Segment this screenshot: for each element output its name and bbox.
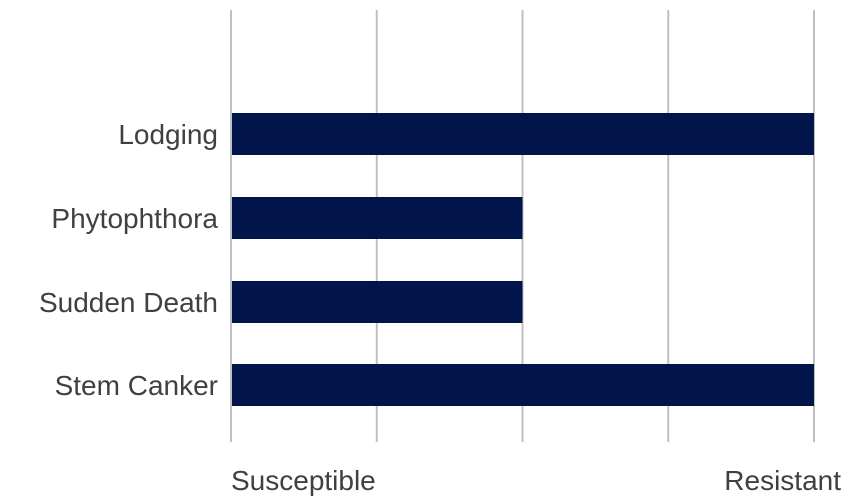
- category-label: Sudden Death: [39, 287, 218, 318]
- bar-stem-canker: [232, 364, 814, 406]
- category-labels: Lodging Phytophthora Sudden Death Stem Cank…: [39, 119, 218, 401]
- bars: [232, 113, 814, 406]
- category-label: Phytophthora: [51, 203, 218, 234]
- bar-phytophthora: [232, 197, 523, 239]
- category-label: Lodging: [118, 119, 218, 150]
- x-tick-label-max: Resistant: [724, 465, 841, 496]
- bar-lodging: [232, 113, 814, 155]
- category-label: Stem Canker: [55, 370, 218, 401]
- x-tick-label-min: Susceptible: [231, 465, 376, 496]
- bar-sudden-death: [232, 281, 523, 323]
